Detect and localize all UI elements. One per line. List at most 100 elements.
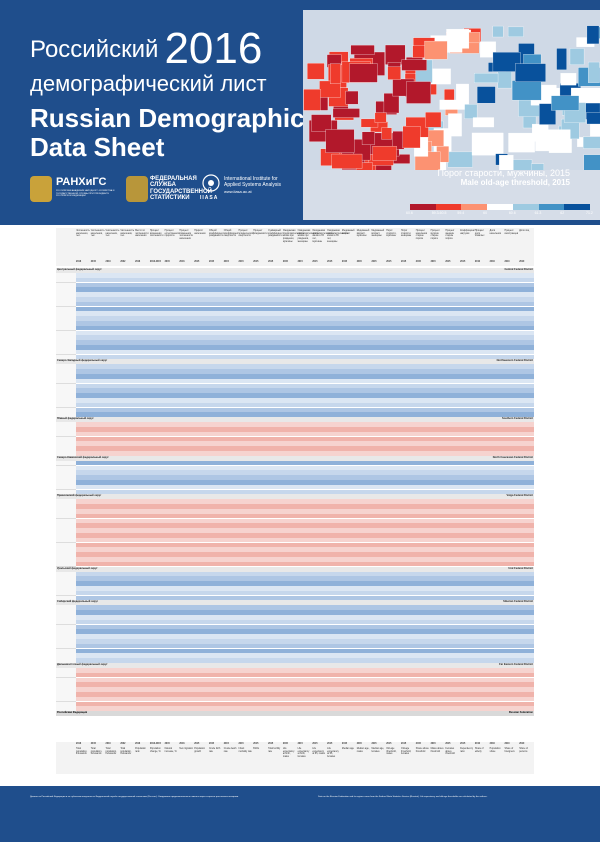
map-region — [480, 41, 496, 58]
rosstat-l2: СЛУЖБА — [150, 182, 176, 189]
column-header: Общий коэффициент смертности — [223, 230, 239, 238]
footer-year: 2015 — [164, 743, 170, 745]
column-year: 2015 — [238, 261, 244, 263]
map-region — [360, 118, 379, 128]
legend-label: 62 — [560, 211, 565, 215]
map-region — [448, 113, 462, 137]
map-region — [374, 112, 387, 123]
map-legend: 60.6 59.3-60.5 59.4 60 60.6 61.3 62 71.2 — [406, 204, 593, 215]
column-year: 2010 — [504, 261, 510, 263]
column-header: Ожидаемая продолжительность жизни в 65 л… — [312, 230, 334, 243]
footer-year: 2015 — [194, 743, 200, 745]
footer-col-note: Share of persons — [519, 748, 528, 753]
footer-col-note: Births — [253, 748, 260, 750]
map-region — [425, 111, 442, 128]
column-header: Доля населения — [489, 230, 501, 235]
footer-year: 2015 — [253, 743, 259, 745]
column-year: 2002 — [120, 261, 126, 263]
footer-year: 2010 — [489, 743, 495, 745]
footer-col-note: Infant mortality rate — [238, 748, 252, 753]
district-name: Сибирский федеральный округ — [57, 600, 98, 604]
footer-col-note: Median age — [341, 748, 354, 750]
russia-map — [303, 10, 600, 220]
map-region — [402, 126, 421, 149]
column-year: 2015 — [164, 261, 170, 263]
column-header: Процент мужчин старше порога — [430, 230, 440, 240]
title-ru-line1: Российский — [30, 36, 159, 63]
column-year: 2015 — [430, 261, 436, 263]
map-region — [331, 153, 363, 169]
column-header: Медианный возраст, мужчины — [356, 230, 370, 238]
legend-label: 71.2 — [586, 211, 593, 215]
footer-col-note: Dependency ratio — [460, 748, 474, 753]
legend-swatch — [538, 204, 565, 210]
table-header: Численность населения, тыс. Численность н… — [56, 228, 534, 266]
footer-col-note: Share above threshold — [415, 748, 429, 753]
footer-col-note: Crude birth rate — [208, 748, 221, 753]
footer-year: 2015 — [297, 743, 303, 745]
footer-col-note: Net migration — [179, 748, 194, 750]
title-year: 2016 — [164, 24, 263, 73]
map-region — [401, 59, 427, 71]
column-year: 2016 — [76, 261, 82, 263]
footer-year: 2015 — [341, 743, 348, 745]
column-header: Процент изменения численности населения — [179, 230, 193, 240]
district-name-en: Far Eastern Federal District — [499, 663, 533, 666]
district-name-en: North Caucasian Federal District — [492, 455, 533, 459]
map-region — [330, 63, 341, 84]
rosstat-l3: ГОСУДАРСТВЕННОЙ — [150, 188, 212, 195]
map-title-en: Male old-age threshold, 2015 — [460, 178, 570, 187]
title-ru-line2: демографический лист — [30, 71, 267, 97]
header-banner: Российский 2016 демографический лист Russ… — [0, 0, 600, 225]
map-title-ru: Порог старости, мужчины, 2015 — [437, 168, 570, 178]
column-year: 2015 — [268, 261, 274, 263]
column-year: 2015 — [356, 261, 362, 263]
title-en-line1: Russian Demographic — [30, 103, 305, 133]
footer-col-note: Population rank — [135, 748, 146, 753]
district-name: Дальневосточный федеральный округ — [57, 663, 108, 666]
map-region — [383, 93, 400, 114]
district-name: Центральный федеральный округ — [57, 268, 102, 271]
legend-swatch — [410, 204, 436, 210]
district-name: Приволжский федеральный округ — [57, 494, 102, 498]
district-name-en: Volga Federal District — [506, 494, 533, 498]
district-header-row: Северо-Кавказский федеральный округ North… — [56, 455, 534, 461]
footer-col-note: Life expectancy at birth, males — [282, 748, 295, 758]
footer-year: 2010 — [474, 743, 481, 745]
ranepa-name: РАНХиГС — [56, 176, 107, 188]
footer-col-note: Share of foreigners — [504, 748, 515, 753]
logo-strip: РАНХиГС РОССИЙСКАЯ АКАДЕМИЯ НАРОДНОГО ХО… — [30, 174, 290, 208]
column-header: Ожидаемая продолжительность жизни при ро… — [297, 230, 319, 243]
column-year: 2015 — [312, 261, 318, 263]
district-name-en: Southern Federal District — [502, 417, 533, 421]
map-region — [332, 108, 360, 118]
column-header: Прирост населения — [194, 230, 206, 235]
footer-col-note: Population share — [489, 748, 501, 753]
column-header: Порог старости, мужчины — [386, 230, 397, 238]
table-footer-notes: 2016 Total population, thousands 2015 Total… — [56, 742, 534, 774]
column-year: 2010 — [105, 261, 111, 263]
district-header-row: Уральский федеральный округ Ural Federal … — [56, 566, 534, 572]
map-region — [492, 25, 504, 38]
title-en-line2: Data Sheet — [30, 131, 165, 162]
column-header: Процент населения старше порога — [415, 230, 428, 240]
iiasa-logo: IIASA International Institute for Applie… — [200, 174, 281, 207]
column-year: 2015 — [386, 261, 392, 263]
column-year: 2015 — [341, 261, 348, 263]
footer-text-ru: Данные по Российской Федерации и ее субъ… — [30, 796, 239, 798]
country-total-row: Российская Федерация Russian Federation — [56, 711, 534, 717]
column-year: 2015 — [208, 261, 215, 263]
column-header: Место по численности населения — [135, 230, 149, 238]
column-header: Процент естественного прироста — [164, 230, 180, 238]
footer-year: 2010 — [105, 743, 111, 745]
map-region — [582, 136, 600, 149]
map-region — [551, 95, 580, 111]
column-year: 2015 — [253, 261, 259, 263]
legend-label: 59.3-60.5 — [431, 211, 447, 215]
legend-swatch — [435, 204, 462, 210]
rosstat-l1: ФЕДЕРАЛЬНАЯ — [150, 176, 197, 182]
district-header-row: Сибирский федеральный округ Siberian Fede… — [56, 600, 534, 606]
footer-col-note: Total population, thousands — [105, 748, 117, 756]
footer-col-note: Total population, thousands — [90, 748, 103, 756]
legend-swatch — [487, 204, 513, 210]
